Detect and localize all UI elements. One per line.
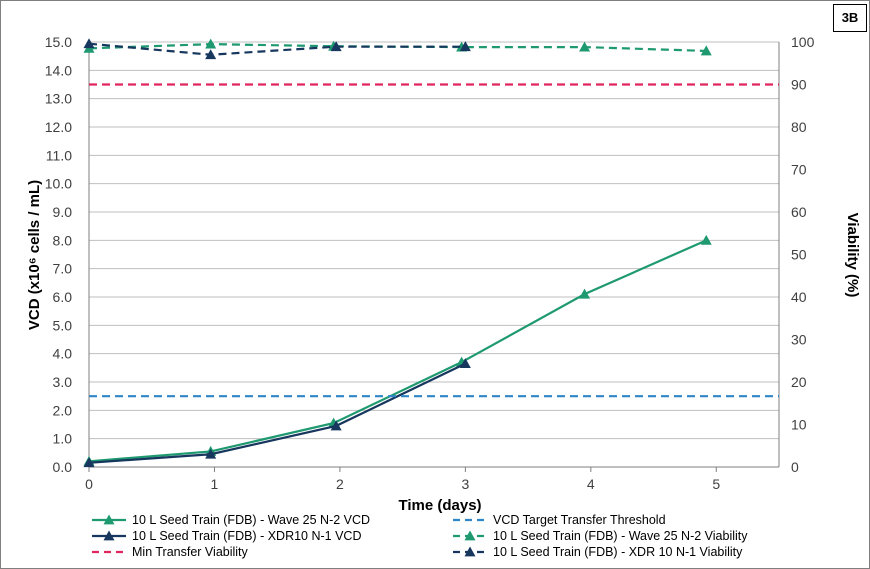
y-left-tick-label: 1.0 [53,431,73,447]
series-line-0 [88,239,707,463]
y-right-tick-label: 80 [791,119,807,135]
data-point [330,420,342,431]
y-left-tick-label: 12.0 [45,119,72,135]
y-right-tick-label: 10 [791,417,807,433]
data-point [83,38,95,49]
data-point [330,41,342,52]
y-left-tick-label: 6.0 [53,289,73,305]
data-point [579,288,591,299]
y-left-axis-title: VCD (x10⁶ cells / mL) [26,180,43,330]
tick-labels: 0.01.02.03.04.05.06.07.08.09.010.011.012… [45,34,815,492]
legend: 10 L Seed Train (FDB) - Wave 25 N-2 VCD V… [92,513,748,559]
legend-label: 10 L Seed Train (FDB) - XDR 10 N-1 Viabi… [493,545,743,559]
data-point [459,41,471,52]
legend-label: 10 L Seed Train (FDB) - Wave 25 N-2 Viab… [493,529,748,543]
legend-label: Min Transfer Viability [132,545,249,559]
x-axis-title: Time (days) [398,497,481,514]
legend-label: 10 L Seed Train (FDB) - XDR10 N-1 VCD [132,529,361,543]
series-line-4 [88,43,707,53]
legend-swatch-marker [464,546,476,557]
y-right-tick-label: 60 [791,204,807,220]
data-point [700,234,712,245]
legend-swatch-marker [103,514,115,525]
y-right-tick-label: 40 [791,289,807,305]
y-left-tick-label: 0.0 [53,459,73,475]
y-left-tick-label: 8.0 [53,232,73,248]
legend-swatch-marker [464,530,476,541]
y-right-axis-title: Viability (%) [844,213,861,298]
data-point [579,41,591,52]
data-point [700,45,712,56]
y-right-tick-label: 90 [791,77,807,93]
legend-label: VCD Target Transfer Threshold [493,513,666,527]
y-left-tick-label: 13.0 [45,91,72,107]
y-left-tick-label: 14.0 [45,62,72,78]
y-left-tick-label: 10.0 [45,176,72,192]
x-tick-label: 1 [211,476,219,492]
x-tick-label: 2 [336,476,344,492]
data-point [205,448,217,459]
data-point [83,457,95,468]
data-point [205,49,217,60]
y-left-tick-label: 11.0 [46,147,72,163]
data-point [205,38,217,49]
axes [88,42,780,472]
y-right-tick-label: 70 [791,162,807,178]
y-right-tick-label: 20 [791,374,807,390]
series-line-1 [88,362,466,464]
y-left-tick-label: 7.0 [53,261,73,277]
y-left-tick-label: 3.0 [53,374,73,390]
series-line-5 [88,42,466,56]
x-tick-label: 5 [712,476,720,492]
series-layer [83,38,779,468]
y-left-tick-label: 5.0 [53,317,73,333]
legend-label: 10 L Seed Train (FDB) - Wave 25 N-2 VCD [132,513,370,527]
y-right-tick-label: 100 [791,34,815,50]
y-left-tick-label: 4.0 [53,346,73,362]
x-tick-label: 4 [587,476,595,492]
figure-badge: 3B [833,4,867,32]
y-left-tick-label: 2.0 [53,402,73,418]
legend-swatch-marker [103,530,115,541]
x-tick-label: 0 [85,476,93,492]
y-right-tick-label: 30 [791,332,807,348]
data-point [459,358,471,368]
y-left-tick-label: 9.0 [53,204,73,220]
x-tick-label: 3 [461,476,469,492]
y-right-tick-label: 50 [791,247,807,263]
y-right-tick-label: 0 [791,459,799,475]
y-left-tick-label: 15.0 [45,34,72,50]
